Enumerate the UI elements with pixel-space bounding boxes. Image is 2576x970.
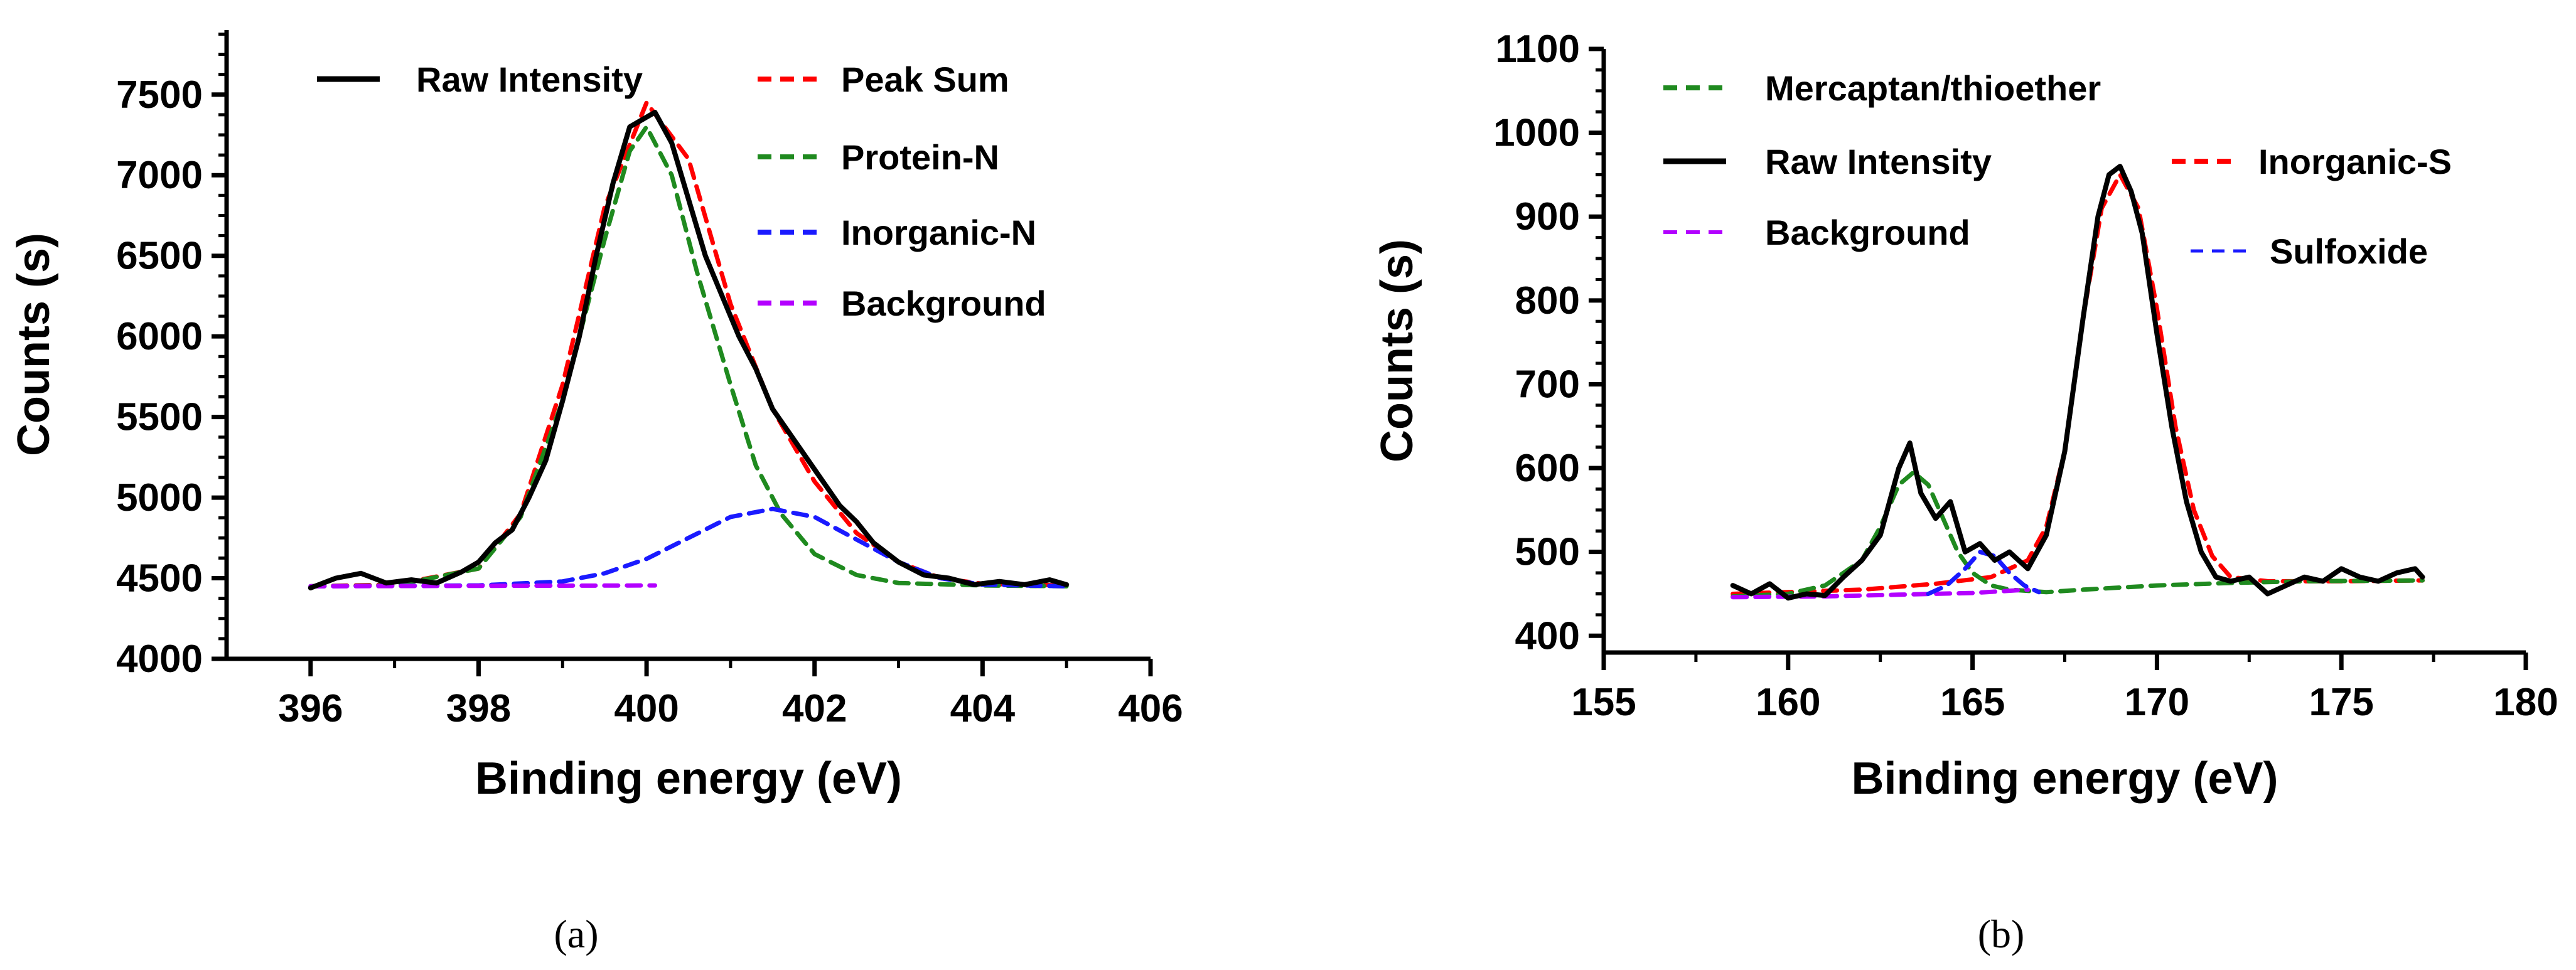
caption-b: (b) (1978, 912, 2025, 956)
y-tick-label-b: 400 (1515, 614, 1580, 658)
legend-label-a-1: Peak Sum (841, 60, 1009, 99)
legend-label-b-3: Background (1765, 213, 1970, 252)
x-tick-label-b: 160 (1756, 681, 1820, 724)
chart-panel-a: 4000 4500 5000 5500 6000 6500 7000 7500 396 398 40… (9, 30, 1183, 956)
y-tick-label-a: 6500 (116, 235, 203, 278)
y-tick-label-a: 4500 (116, 557, 203, 600)
y-tick-label-a: 7000 (116, 154, 203, 197)
axes-b: 400 500 600 700 800 900 1000 1100 155 160 165 170 17… (1372, 28, 2558, 804)
y-tick-label-a: 7500 (116, 73, 203, 117)
series-line-b-raw-intensity (1730, 164, 2425, 601)
legend-b: Mercaptan/thioether Raw Intensity Inorga… (1663, 68, 2452, 271)
x-tick-label-a: 400 (614, 687, 679, 730)
legend-label-b-1: Raw Intensity (1765, 142, 1992, 181)
y-tick-label-b: 700 (1515, 363, 1580, 406)
legend-label-a-4: Background (841, 284, 1046, 323)
y-tick-label-b: 800 (1515, 279, 1580, 322)
x-tick-label-b: 170 (2125, 681, 2189, 724)
legend-label-b-2: Inorganic-S (2258, 142, 2452, 181)
series-group-a (308, 100, 1070, 590)
y-tick-label-a: 5000 (116, 476, 203, 520)
x-axis-title-b: Binding energy (eV) (1851, 754, 2278, 804)
series-line-a-inorganic-n (308, 506, 1069, 589)
x-tick-label-b: 165 (1940, 681, 2005, 724)
x-tick-label-b: 155 (1571, 681, 1636, 724)
x-tick-label-b: 175 (2309, 681, 2373, 724)
legend-label-b-0: Mercaptan/thioether (1765, 68, 2101, 108)
y-axis-title-a: Counts (s) (9, 233, 59, 456)
x-tick-label-a: 398 (446, 687, 511, 730)
series-group-b (1730, 164, 2425, 601)
series-line-b-inorganic-s (1731, 172, 2425, 596)
series-line-b-sulfoxide (1926, 550, 2041, 596)
series-line-b-background (1731, 587, 2031, 600)
caption-a: (a) (554, 912, 598, 956)
x-tick-label-b: 180 (2493, 681, 2558, 724)
y-tick-label-b: 1100 (1495, 28, 1580, 71)
y-tick-label-a: 4000 (116, 637, 203, 681)
y-tick-label-a: 6000 (116, 315, 203, 358)
legend-label-a-2: Protein-N (841, 137, 999, 177)
axes-a: 4000 4500 5000 5500 6000 6500 7000 7500 396 398 40… (9, 30, 1183, 804)
x-tick-label-a: 404 (950, 687, 1016, 730)
legend-label-a-3: Inorganic-N (841, 213, 1036, 252)
y-tick-label-b: 1000 (1493, 112, 1580, 155)
y-axis-title-b: Counts (s) (1372, 239, 1422, 462)
x-axis-title-a: Binding energy (eV) (475, 754, 902, 804)
series-line-a-background (308, 583, 657, 589)
chart-panel-b: 400 500 600 700 800 900 1000 1100 155 160 165 170 17… (1372, 28, 2558, 956)
x-tick-label-a: 402 (782, 687, 847, 730)
legend-a: Raw Intensity Peak Sum Protein-N Inorgan… (317, 60, 1046, 323)
series-line-b-mercaptan-thioether (1731, 470, 2425, 599)
y-tick-label-b: 600 (1515, 447, 1580, 490)
x-tick-label-a: 396 (278, 687, 343, 730)
y-tick-label-b: 500 (1515, 531, 1580, 574)
legend-label-a-0: Raw Intensity (416, 60, 643, 99)
x-tick-label-a: 406 (1118, 687, 1183, 730)
y-tick-label-a: 5500 (116, 396, 203, 439)
legend-label-b-4: Sulfoxide (2270, 232, 2428, 271)
series-line-a-raw-intensity (308, 110, 1070, 590)
y-tick-label-b: 900 (1515, 195, 1580, 238)
